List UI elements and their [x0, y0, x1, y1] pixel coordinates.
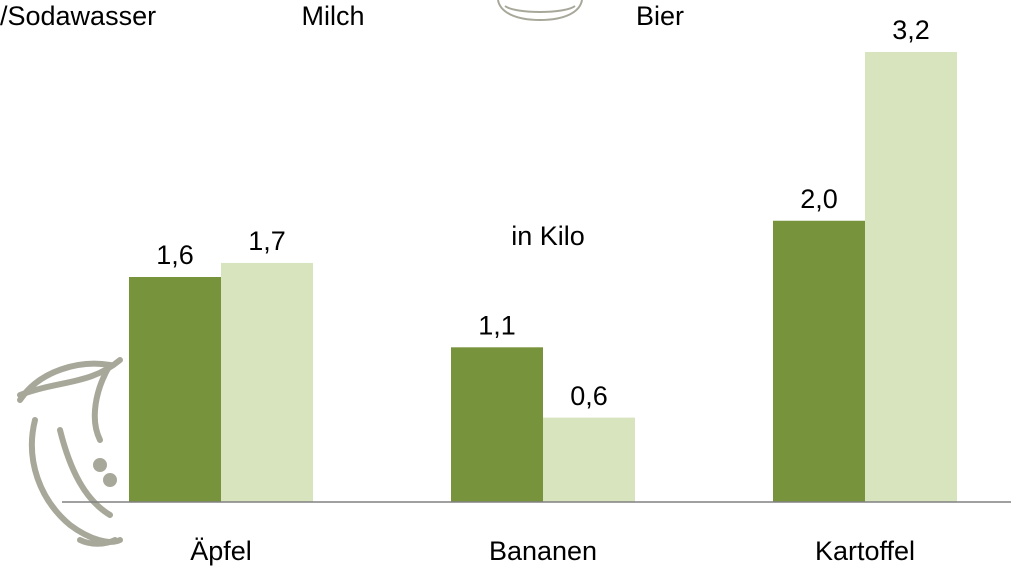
apple-illustration — [17, 357, 123, 547]
cup-illustration — [497, 0, 583, 22]
bar — [451, 347, 543, 502]
x-tick-label: Bananen — [489, 536, 597, 566]
x-tick-label: Äpfel — [190, 536, 252, 566]
bar — [865, 52, 957, 502]
x-tick-label: Kartoffel — [815, 536, 915, 566]
data-label: 1,7 — [248, 226, 286, 256]
annotation: /Sodawasser — [0, 1, 156, 31]
bar — [543, 417, 635, 502]
bar — [773, 220, 865, 502]
annotation: Milch — [301, 1, 364, 31]
data-label: 2,0 — [800, 184, 838, 214]
bar — [221, 262, 313, 502]
bar — [129, 277, 221, 502]
data-label: 3,2 — [892, 15, 930, 45]
subtitle: in Kilo — [511, 221, 585, 251]
data-label: 1,1 — [478, 310, 516, 340]
data-label: 1,6 — [156, 240, 194, 270]
annotation: Bier — [636, 1, 684, 31]
data-label: 0,6 — [570, 381, 608, 411]
